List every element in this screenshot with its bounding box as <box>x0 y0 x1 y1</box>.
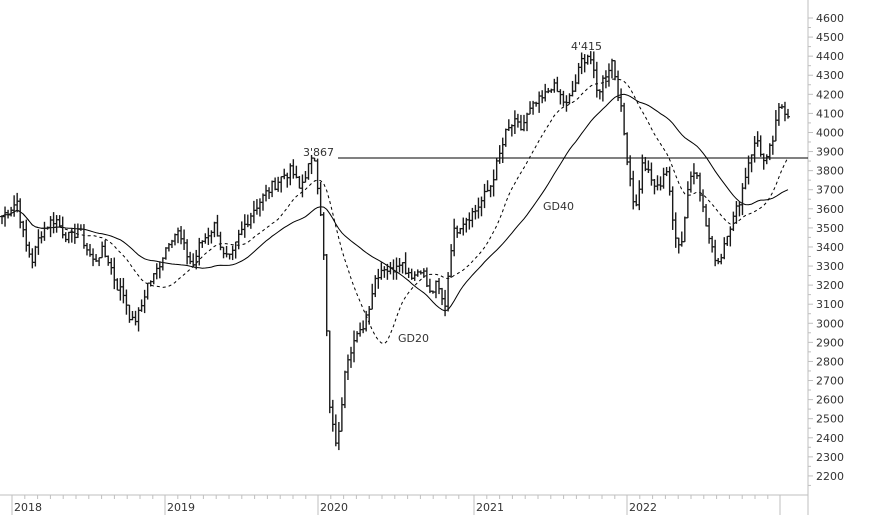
y-tick-label: 3800 <box>816 165 844 178</box>
y-tick-label: 2800 <box>816 355 844 368</box>
y-tick-label: 3000 <box>816 317 844 330</box>
y-tick-label: 2700 <box>816 375 844 388</box>
y-tick-label: 4300 <box>816 69 844 82</box>
y-tick-label: 4000 <box>816 126 844 139</box>
y-tick-label: 4500 <box>816 31 844 44</box>
ohlc-bars <box>0 51 790 451</box>
x-tick-label-2020: 2020 <box>320 501 348 514</box>
y-tick-label: 3600 <box>816 203 844 216</box>
x-tick-label-2019: 2019 <box>167 501 195 514</box>
x-tick-label-2021: 2021 <box>476 501 504 514</box>
y-tick-label: 2600 <box>816 394 844 407</box>
y-tick-label: 4100 <box>816 107 844 120</box>
x-axis-ticks: 2018 2019 2020 2021 2022 <box>11 495 781 515</box>
y-tick-label: 3700 <box>816 184 844 197</box>
peak-label-2020: 3'867 <box>303 146 334 159</box>
y-tick-label: 2200 <box>816 470 844 483</box>
y-axis: 2200 2300 2400 2500 2600 2700 2800 2900 3000 3100… <box>807 0 844 515</box>
y-tick-label: 3400 <box>816 241 844 254</box>
y-tick-label: 3300 <box>816 260 844 273</box>
y-tick-label: 3900 <box>816 146 844 159</box>
y-tick-label: 2300 <box>816 451 844 464</box>
y-tick-label: 3200 <box>816 279 844 292</box>
gd20-moving-average-line <box>1 78 789 345</box>
y-tick-label: 4600 <box>816 12 844 25</box>
y-tick-label: 2500 <box>816 413 844 426</box>
y-tick-label: 4400 <box>816 50 844 63</box>
gd20-label: GD20 <box>398 332 429 345</box>
y-tick-label: 2400 <box>816 432 844 445</box>
peak-label-2022: 4'415 <box>571 40 602 53</box>
y-tick-label: 3100 <box>816 298 844 311</box>
x-axis: 2018 2019 2020 2021 2022 <box>0 494 808 515</box>
gd40-moving-average-line <box>1 93 789 312</box>
y-axis-ticks: 2200 2300 2400 2500 2600 2700 2800 2900 3000 3100… <box>808 12 844 486</box>
x-tick-label-2018: 2018 <box>14 501 42 514</box>
x-tick-label-2022: 2022 <box>629 501 657 514</box>
y-tick-label: 4200 <box>816 88 844 101</box>
y-tick-label: 2900 <box>816 336 844 349</box>
y-tick-label: 3500 <box>816 222 844 235</box>
gd40-label: GD40 <box>543 200 574 213</box>
